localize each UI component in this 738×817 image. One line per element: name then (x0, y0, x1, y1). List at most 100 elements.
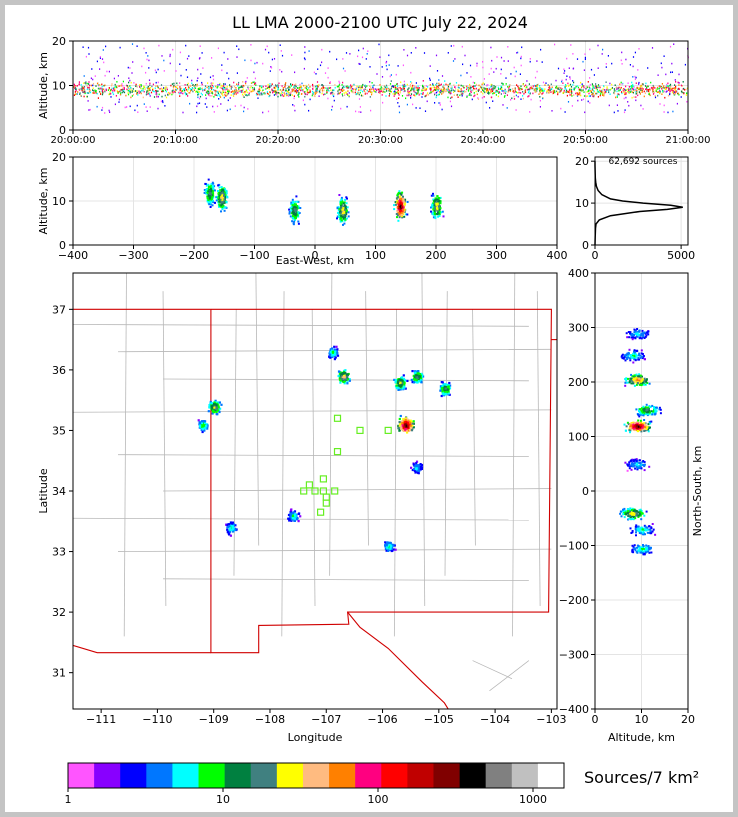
source-point (354, 91, 356, 94)
source-cell (343, 222, 346, 225)
source-cell (636, 335, 639, 338)
source-point (673, 43, 675, 45)
source-point (430, 88, 432, 90)
source-point (510, 99, 512, 101)
source-cell (420, 380, 423, 383)
source-point (494, 87, 496, 90)
source-cell (343, 213, 346, 216)
eastwest-altitude-panel: −400 −300 −200 −100 0 100 200 300 40001020East-W… (37, 151, 568, 267)
source-cell (432, 216, 435, 219)
source-point (417, 89, 419, 92)
source-point (623, 111, 626, 114)
source-point (261, 85, 263, 87)
source-point (625, 93, 627, 95)
source-point (276, 85, 278, 88)
source-cell (397, 381, 400, 385)
source-point (464, 91, 466, 93)
source-point (658, 87, 660, 90)
source-point (401, 95, 404, 97)
source-point (193, 85, 195, 87)
source-point (217, 84, 219, 86)
source-point (137, 111, 139, 113)
source-point (238, 90, 240, 92)
source-cell (291, 200, 294, 203)
source-point (641, 88, 643, 90)
source-point (474, 85, 476, 88)
source-point (567, 82, 569, 85)
source-point (95, 90, 97, 92)
source-point (201, 87, 203, 90)
source-point (264, 88, 266, 90)
source-cell (644, 332, 647, 335)
source-point (160, 100, 162, 103)
source-cell (625, 356, 628, 359)
source-point (201, 83, 203, 86)
source-cell (398, 202, 401, 205)
source-point (340, 107, 342, 110)
source-cell (651, 411, 654, 414)
source-point (272, 91, 274, 94)
source-point (527, 91, 530, 94)
source-point (409, 92, 411, 94)
source-point (249, 90, 251, 93)
source-point (96, 60, 98, 63)
source-point (139, 85, 141, 88)
source-point (179, 95, 181, 97)
source-cell (207, 189, 210, 192)
source-point (449, 92, 451, 94)
source-point (134, 90, 137, 92)
source-cell (645, 403, 648, 406)
source-point (194, 85, 196, 88)
source-point (198, 97, 201, 100)
source-point (348, 95, 350, 98)
source-point (670, 87, 672, 90)
source-cell (432, 211, 435, 214)
source-point (623, 88, 626, 91)
source-cell (292, 215, 294, 217)
source-point (410, 71, 412, 74)
source-point (415, 47, 417, 49)
source-point (497, 86, 499, 89)
source-point (441, 75, 444, 77)
source-point (632, 83, 634, 86)
source-point (75, 90, 77, 92)
source-cell (442, 383, 445, 386)
source-cell (626, 381, 629, 384)
source-point (532, 92, 534, 95)
source-point (364, 88, 366, 90)
source-point (291, 54, 293, 56)
source-point (266, 45, 268, 48)
source-point (90, 77, 92, 80)
source-point (412, 84, 414, 87)
source-point (469, 64, 472, 67)
source-point (297, 94, 299, 96)
source-point (436, 82, 438, 85)
source-point (359, 106, 361, 108)
source-point (571, 90, 573, 93)
source-point (111, 83, 113, 85)
source-point (169, 53, 171, 56)
source-point (468, 86, 470, 89)
source-point (316, 87, 318, 90)
source-point (92, 87, 94, 90)
source-cell (396, 199, 399, 202)
source-point (281, 90, 283, 93)
source-point (678, 82, 680, 84)
source-point (620, 86, 622, 89)
source-point (385, 88, 388, 90)
source-point (625, 96, 627, 99)
source-point (592, 89, 594, 91)
source-point (657, 94, 659, 97)
source-cell (411, 381, 414, 384)
source-point (375, 88, 377, 90)
source-point (123, 91, 126, 94)
source-point (321, 87, 323, 90)
source-point (441, 93, 443, 95)
source-point (514, 90, 516, 93)
source-point (253, 81, 255, 83)
source-point (441, 108, 443, 111)
source-point (291, 88, 293, 90)
source-point (277, 88, 279, 90)
source-point (75, 85, 77, 87)
source-point (533, 89, 535, 91)
